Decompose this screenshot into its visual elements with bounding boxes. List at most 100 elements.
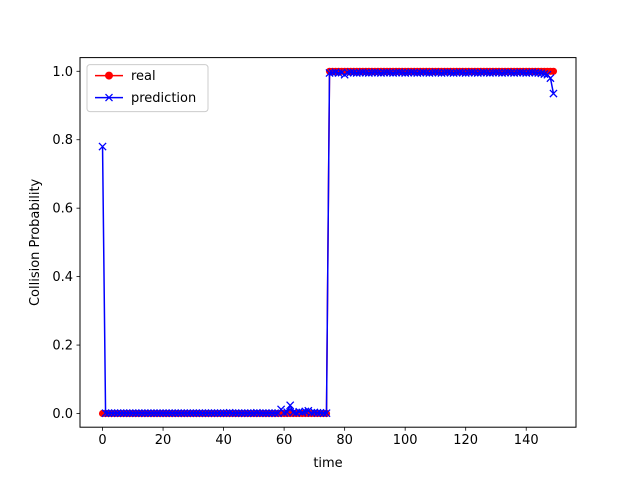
y-tick-label: 1.0 [52, 65, 73, 80]
series-prediction-point [113, 409, 122, 418]
x-axis-label: time [313, 456, 342, 471]
series-prediction-point [280, 408, 289, 417]
series-prediction-point [183, 409, 192, 418]
series-prediction-point [322, 409, 331, 418]
series-prediction-point [494, 68, 504, 77]
series-prediction-point [334, 68, 343, 78]
series-prediction-point [422, 68, 431, 77]
series-prediction [98, 68, 558, 418]
series-prediction-point [500, 68, 510, 77]
series-prediction-point [385, 68, 395, 77]
series-prediction-point [355, 68, 364, 77]
series-prediction-point [319, 409, 328, 418]
series-prediction-point [440, 68, 449, 77]
series-prediction-point [107, 409, 116, 418]
legend-real-marker [105, 71, 113, 80]
series-prediction-point [267, 409, 277, 418]
series-prediction-point [149, 409, 159, 418]
series-prediction-point [458, 68, 467, 77]
series-prediction-point [192, 409, 201, 418]
legend-real-label: real [131, 69, 156, 84]
series-prediction-point [537, 69, 546, 78]
series-prediction-point [434, 68, 443, 77]
series-prediction-point [428, 68, 437, 77]
series-prediction-point [140, 409, 149, 418]
series-prediction-point [410, 68, 419, 77]
series-prediction-point [110, 409, 119, 418]
y-tick-label: 0.6 [52, 202, 73, 217]
x-tick-label: 0 [98, 433, 106, 448]
series-prediction-point [104, 409, 113, 418]
y-tick-label: 0.2 [52, 339, 73, 354]
series-prediction-point [122, 409, 131, 418]
series-prediction-point [470, 68, 479, 77]
series-prediction-point [143, 409, 152, 418]
series-prediction-point [186, 409, 195, 418]
y-tick-label: 0.0 [52, 407, 73, 422]
series-prediction-point [198, 409, 207, 418]
series-prediction-point [513, 68, 522, 77]
series-prediction-point [452, 68, 461, 77]
series-prediction-point [207, 409, 216, 418]
series-prediction-point [180, 409, 189, 418]
series-prediction-point [549, 89, 558, 98]
series-prediction-point [243, 409, 252, 418]
series-prediction-point [398, 68, 407, 77]
series-prediction-point [228, 409, 237, 418]
series-prediction-point [349, 68, 358, 77]
series-prediction-point [301, 407, 310, 416]
series-prediction-point [195, 409, 204, 418]
x-tick-label: 60 [276, 433, 293, 448]
series-prediction-point [119, 409, 128, 418]
series-prediction-point [261, 409, 271, 418]
y-tick-label: 0.4 [52, 270, 73, 285]
series-prediction-point [189, 409, 198, 418]
series-prediction-point [237, 409, 246, 418]
series-prediction-point [404, 68, 413, 77]
y-tick-label: 0.8 [52, 133, 73, 148]
series-prediction-point [171, 409, 180, 418]
series-prediction-point [286, 401, 295, 410]
legend: real prediction [86, 64, 209, 113]
series-prediction-point [307, 408, 316, 417]
x-tick-label: 140 [514, 433, 539, 448]
axes-frame [79, 57, 577, 428]
series-prediction-point [137, 409, 146, 418]
series-prediction-point [525, 68, 534, 77]
series-prediction-point [249, 409, 258, 418]
series-prediction-point [343, 68, 352, 77]
series-prediction-point [134, 409, 143, 418]
series-prediction-point [125, 409, 134, 418]
series-prediction-point [507, 68, 516, 77]
series-prediction-point [367, 68, 376, 77]
series-prediction-point [476, 68, 485, 77]
series-prediction-point [264, 409, 274, 418]
series-prediction-point [101, 409, 110, 418]
series-prediction-point [222, 409, 231, 418]
x-tick-label: 40 [215, 433, 232, 448]
series-prediction-point [177, 409, 186, 418]
series-prediction-point [446, 68, 455, 77]
series-prediction-point [234, 409, 243, 418]
series-prediction-point [201, 409, 210, 418]
series-prediction-point [270, 409, 280, 418]
series-prediction-point [488, 68, 497, 77]
series-prediction-point [361, 68, 370, 77]
series-prediction-point [152, 409, 162, 418]
series-prediction-point [213, 409, 222, 418]
series-prediction-point [146, 409, 156, 418]
y-axis-label: Collision Probability [28, 178, 43, 306]
legend-prediction-label: prediction [131, 91, 196, 106]
series-prediction-point [210, 409, 219, 418]
series-prediction-point [216, 409, 225, 418]
series-prediction-point [204, 409, 213, 418]
series-prediction-point [155, 409, 165, 418]
series-prediction-point [464, 68, 473, 77]
series-prediction-point [231, 409, 240, 418]
series-prediction-point [379, 68, 389, 77]
series-prediction-point [373, 68, 382, 77]
series-prediction-point [128, 409, 137, 418]
series-prediction-point [174, 409, 183, 418]
x-tick-label: 120 [453, 433, 478, 448]
